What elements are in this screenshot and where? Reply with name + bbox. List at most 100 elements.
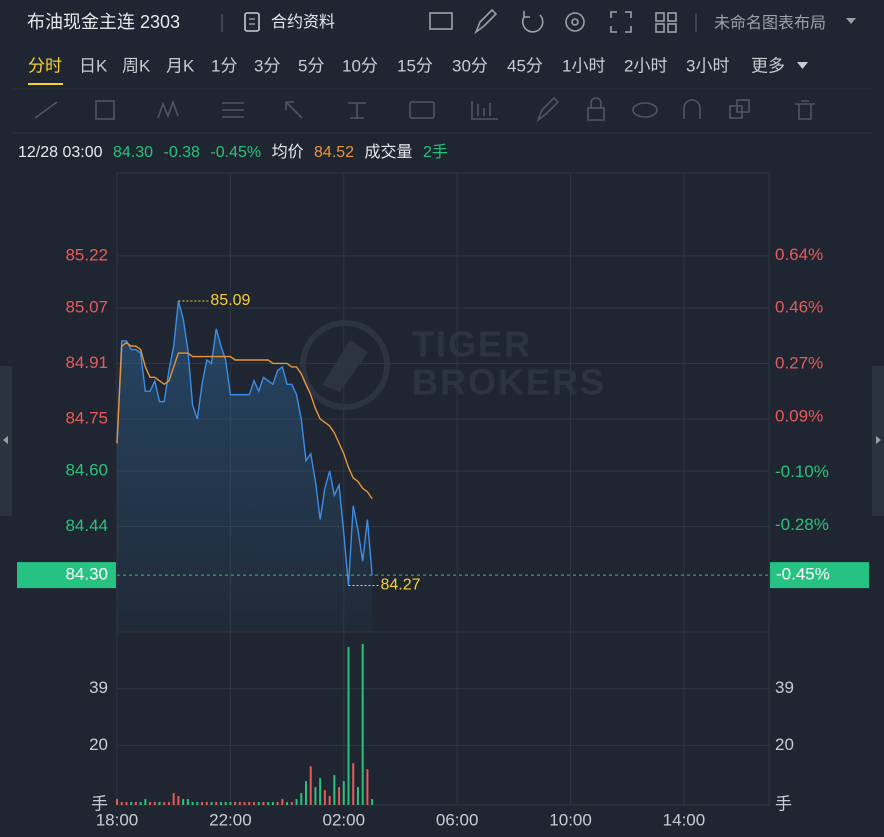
volume-tick-label-right: 手 bbox=[775, 794, 792, 813]
volume-bar bbox=[229, 802, 232, 805]
period-tab[interactable]: 更多 bbox=[751, 56, 785, 75]
price-line bbox=[116, 300, 373, 586]
icon-layout[interactable] bbox=[655, 12, 665, 22]
tool-delete[interactable] bbox=[795, 100, 815, 120]
volume-bar bbox=[120, 802, 123, 805]
tool-copy-back bbox=[736, 99, 750, 113]
current-price-text: 84.30 bbox=[65, 565, 108, 584]
period-tabs: 分时 日K 周K 月K 1分 3分 5分 10分 15分 30分 45分 1小时 2小时 3小时 更多 bbox=[28, 56, 785, 85]
volume-bar bbox=[144, 799, 147, 805]
volume-bar bbox=[139, 802, 142, 805]
toolbar-icons bbox=[429, 8, 677, 35]
info-price: 84.30 bbox=[113, 144, 153, 161]
period-tab[interactable]: 1小时 bbox=[562, 56, 605, 75]
tool-text[interactable] bbox=[409, 101, 435, 119]
period-tab[interactable]: 45分 bbox=[507, 56, 543, 75]
contract-info-button[interactable]: 合约资料 bbox=[244, 12, 335, 32]
volume-bar bbox=[205, 802, 208, 805]
volume-bar bbox=[286, 802, 289, 805]
volume-bar bbox=[295, 799, 298, 805]
volume-bar bbox=[253, 802, 256, 805]
period-tab[interactable]: 30分 bbox=[452, 56, 488, 75]
x-tick-label: 14:00 bbox=[663, 810, 706, 829]
annotation-label: 85.09 bbox=[210, 292, 250, 309]
tool-measure[interactable] bbox=[348, 102, 366, 119]
icon-edit[interactable] bbox=[474, 8, 498, 35]
volume-bar bbox=[347, 646, 350, 805]
y-tick-label: 84.75 bbox=[65, 408, 108, 427]
period-tab[interactable]: 5分 bbox=[298, 56, 324, 75]
instrument-title: 布油现金主连 2303 bbox=[27, 12, 180, 32]
volume-bar bbox=[309, 766, 312, 805]
y-tick-label: 84.91 bbox=[65, 353, 108, 372]
volume-bar bbox=[267, 802, 270, 805]
watermark-logo-mark bbox=[322, 340, 368, 392]
volume-bar bbox=[290, 802, 293, 805]
volume-bar bbox=[182, 799, 185, 805]
tool-eye[interactable] bbox=[632, 102, 658, 118]
right-arrow bbox=[876, 436, 881, 444]
period-tab[interactable]: 3分 bbox=[254, 56, 280, 75]
volume-bar bbox=[356, 787, 359, 805]
period-tab[interactable]: 10分 bbox=[342, 56, 378, 75]
volume-bar bbox=[163, 802, 166, 805]
tool-indicator[interactable] bbox=[471, 101, 498, 120]
volume-bar bbox=[196, 802, 199, 805]
volume-bar bbox=[323, 790, 326, 805]
period-tab[interactable]: 日K bbox=[79, 56, 108, 75]
y2-tick-label: 0.64% bbox=[775, 245, 823, 264]
volume-bar bbox=[125, 802, 128, 805]
x-tick-label: 02:00 bbox=[323, 810, 366, 829]
current-pct-badge bbox=[770, 562, 869, 589]
x-tick-label: 10:00 bbox=[549, 810, 592, 829]
volume-bar bbox=[314, 787, 317, 805]
tool-rect[interactable] bbox=[95, 100, 115, 120]
info-change-pct: -0.45% bbox=[210, 144, 261, 161]
dropdown-arrow[interactable] bbox=[846, 18, 856, 24]
info-avg-label: 均价 bbox=[272, 143, 304, 161]
icon-fullscreen[interactable] bbox=[610, 11, 632, 33]
volume-bar bbox=[257, 802, 260, 805]
volume-bar bbox=[116, 799, 118, 805]
volume-bar bbox=[234, 802, 237, 805]
period-tab[interactable]: 15分 bbox=[397, 56, 433, 75]
doc-icon bbox=[244, 12, 260, 32]
period-tab[interactable]: 1分 bbox=[211, 56, 237, 75]
icon-settings[interactable] bbox=[565, 12, 585, 32]
volume-bar bbox=[186, 799, 189, 805]
y2-tick-label: -0.10% bbox=[775, 462, 829, 481]
volume-bar bbox=[271, 802, 274, 805]
more-arrow[interactable] bbox=[797, 62, 808, 69]
info-change: -0.38 bbox=[163, 144, 200, 161]
current-pct-text: -0.45% bbox=[776, 565, 830, 584]
tool-brush[interactable] bbox=[536, 96, 560, 123]
average-line bbox=[116, 341, 373, 500]
icon-undo[interactable] bbox=[521, 11, 544, 33]
volume-bar bbox=[333, 775, 336, 805]
period-tab[interactable]: 2小时 bbox=[624, 56, 667, 75]
tool-pattern[interactable] bbox=[157, 99, 179, 119]
volume-bar bbox=[158, 802, 161, 805]
period-tab[interactable]: 周K bbox=[122, 56, 151, 75]
tool-magnet[interactable] bbox=[683, 99, 701, 119]
tool-lock[interactable] bbox=[587, 107, 605, 121]
period-tab[interactable]: 3小时 bbox=[686, 56, 729, 75]
period-tab[interactable]: 分时 bbox=[28, 56, 62, 75]
x-tick-label: 22:00 bbox=[209, 810, 252, 829]
tool-line[interactable] bbox=[34, 101, 58, 119]
volume-bar bbox=[201, 802, 204, 805]
icon-layout bbox=[667, 23, 677, 33]
volume-tick-label: 20 bbox=[89, 735, 108, 754]
volume-tick-label-right: 39 bbox=[775, 678, 794, 697]
layout-name[interactable]: 未命名图表布局 bbox=[714, 14, 826, 32]
y2-tick-label: 0.46% bbox=[775, 298, 823, 317]
volume-bar bbox=[210, 802, 213, 805]
tool-fib[interactable] bbox=[222, 102, 244, 118]
y-tick-label: 84.60 bbox=[65, 461, 108, 480]
x-tick-label: 18:00 bbox=[96, 810, 139, 829]
tool-arrow[interactable] bbox=[285, 101, 303, 119]
icon-chart[interactable] bbox=[429, 12, 453, 30]
period-tab[interactable]: 月K bbox=[166, 56, 195, 75]
